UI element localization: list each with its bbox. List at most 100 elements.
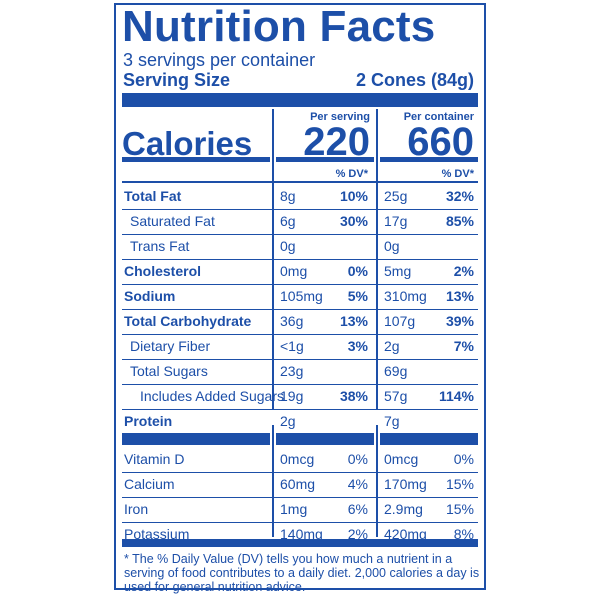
vitamin-row: Vitamin D 0mcg 0% 0mcg 0%: [116, 447, 484, 472]
vitamin-row: Iron 1mg 6% 2.9mg 15%: [116, 497, 484, 522]
serving-dv: 0%: [347, 263, 368, 279]
thick-divider-vitamins: [122, 433, 270, 445]
serving-amount: <1g: [280, 338, 304, 354]
serving-amount: 19g: [280, 388, 304, 404]
serving-dv: 5%: [347, 288, 368, 304]
calories-per-container: 660: [407, 120, 474, 164]
serving-dv: 10%: [339, 188, 368, 204]
nutrient-name: Cholesterol: [124, 263, 202, 279]
nutrient-row: Protein 2g 7g: [116, 409, 484, 434]
container-amount: 0g: [384, 238, 400, 254]
container-amount: 0mcg: [384, 451, 419, 467]
serving-dv: 38%: [339, 388, 368, 404]
nutrient-row: Dietary Fiber <1g 3% 2g 7%: [116, 334, 484, 359]
nutrient-name: Dietary Fiber: [130, 338, 211, 354]
serving-dv: 30%: [339, 213, 368, 229]
container-amount: 17g: [384, 213, 408, 229]
servings-per-container: 3 servings per container: [123, 50, 316, 70]
footnote: * The % Daily Value (DV) tells you how m…: [124, 552, 480, 594]
container-amount: 69g: [384, 363, 408, 379]
serving-dv: 3%: [347, 338, 368, 354]
serving-size-value: 2 Cones (84g): [355, 70, 474, 90]
nutrient-separator: [122, 409, 478, 410]
serving-amount: 105mg: [280, 288, 323, 304]
container-amount: 7g: [384, 413, 400, 429]
nutrient-name: Includes Added Sugars: [140, 388, 284, 404]
nutrient-row: Cholesterol 0mg 0% 5mg 2%: [116, 259, 484, 284]
container-amount: 107g: [384, 313, 416, 329]
vitamin-separator: [122, 497, 478, 498]
serving-amount: 36g: [280, 313, 304, 329]
container-dv: 32%: [445, 188, 474, 204]
nutrient-name: Calcium: [124, 476, 175, 492]
nutrient-row: Includes Added Sugars 19g 38% 57g 114%: [116, 384, 484, 409]
nutrient-row: Sodium 105mg 5% 310mg 13%: [116, 284, 484, 309]
vitamin-row: Potassium 140mg 2% 420mg 8%: [116, 522, 484, 547]
container-dv: 0%: [453, 451, 474, 467]
nutrient-name: Total Sugars: [130, 363, 208, 379]
container-amount: 5mg: [384, 263, 412, 279]
dv-header-line: [122, 181, 478, 183]
serving-amount: 60mg: [280, 476, 316, 492]
nutrient-row: Total Sugars 23g 69g: [116, 359, 484, 384]
container-dv: 15%: [445, 476, 474, 492]
container-dv: 13%: [445, 288, 474, 304]
nutrient-separator: [122, 334, 478, 335]
container-amount: 25g: [384, 188, 408, 204]
container-amount: 420mg: [384, 526, 427, 542]
calories-underline-right: [380, 157, 478, 162]
serving-amount: 0g: [280, 238, 296, 254]
nutrient-name: Trans Fat: [130, 238, 190, 254]
serving-amount: 0mg: [280, 263, 308, 279]
serving-size-label: Serving Size: [123, 70, 231, 90]
nutrient-name: Iron: [124, 501, 149, 517]
container-dv: 85%: [445, 213, 474, 229]
serving-amount: 6g: [280, 213, 296, 229]
dv-header-container: % DV*: [441, 168, 474, 180]
container-dv: 114%: [438, 388, 474, 404]
thick-divider-top: [122, 93, 478, 107]
container-dv: 15%: [445, 501, 474, 517]
nutrient-row: Total Carbohydrate 36g 13% 107g 39%: [116, 309, 484, 334]
nutrient-separator: [122, 284, 478, 285]
container-dv: 2%: [453, 263, 474, 279]
serving-dv: 13%: [339, 313, 368, 329]
dv-header-serving: % DV*: [335, 168, 368, 180]
nutrient-name: Saturated Fat: [130, 213, 215, 229]
nutrient-separator: [122, 384, 478, 385]
nutrient-name: Total Fat: [124, 188, 182, 204]
container-amount: 2.9mg: [384, 501, 423, 517]
nutrient-separator: [122, 359, 478, 360]
serving-dv: 0%: [347, 451, 368, 467]
container-dv: 8%: [453, 526, 474, 542]
container-amount: 2g: [384, 338, 400, 354]
container-amount: 310mg: [384, 288, 427, 304]
vitamin-separator: [122, 472, 478, 473]
container-dv: 39%: [445, 313, 474, 329]
nutrient-separator: [122, 259, 478, 260]
calories-underline-left: [122, 157, 270, 162]
calories-per-serving: 220: [303, 120, 370, 164]
label-title: Nutrition Facts: [122, 2, 436, 51]
serving-dv: 6%: [347, 501, 368, 517]
per-container-header: Per container: [403, 111, 474, 123]
nutrient-row: Trans Fat 0g 0g: [116, 234, 484, 259]
nutrient-separator: [122, 234, 478, 235]
nutrient-name: Sodium: [124, 288, 176, 304]
thick-divider-vitamins-right: [380, 433, 478, 445]
column-divider-1b: [272, 425, 274, 537]
thick-divider-bottom: [122, 539, 478, 547]
serving-amount: 0mcg: [280, 451, 315, 467]
thick-divider-vitamins-mid: [276, 433, 374, 445]
nutrient-name: Potassium: [124, 526, 190, 542]
serving-amount: 2g: [280, 413, 296, 429]
per-serving-header: Per serving: [310, 111, 370, 123]
nutrient-row: Saturated Fat 6g 30% 17g 85%: [116, 209, 484, 234]
nutrient-name: Vitamin D: [124, 451, 185, 467]
calories-label: Calories: [122, 125, 253, 162]
column-divider-2b: [376, 425, 378, 537]
serving-amount: 23g: [280, 363, 304, 379]
serving-amount: 1mg: [280, 501, 308, 517]
container-amount: 57g: [384, 388, 408, 404]
container-dv: 7%: [453, 338, 474, 354]
